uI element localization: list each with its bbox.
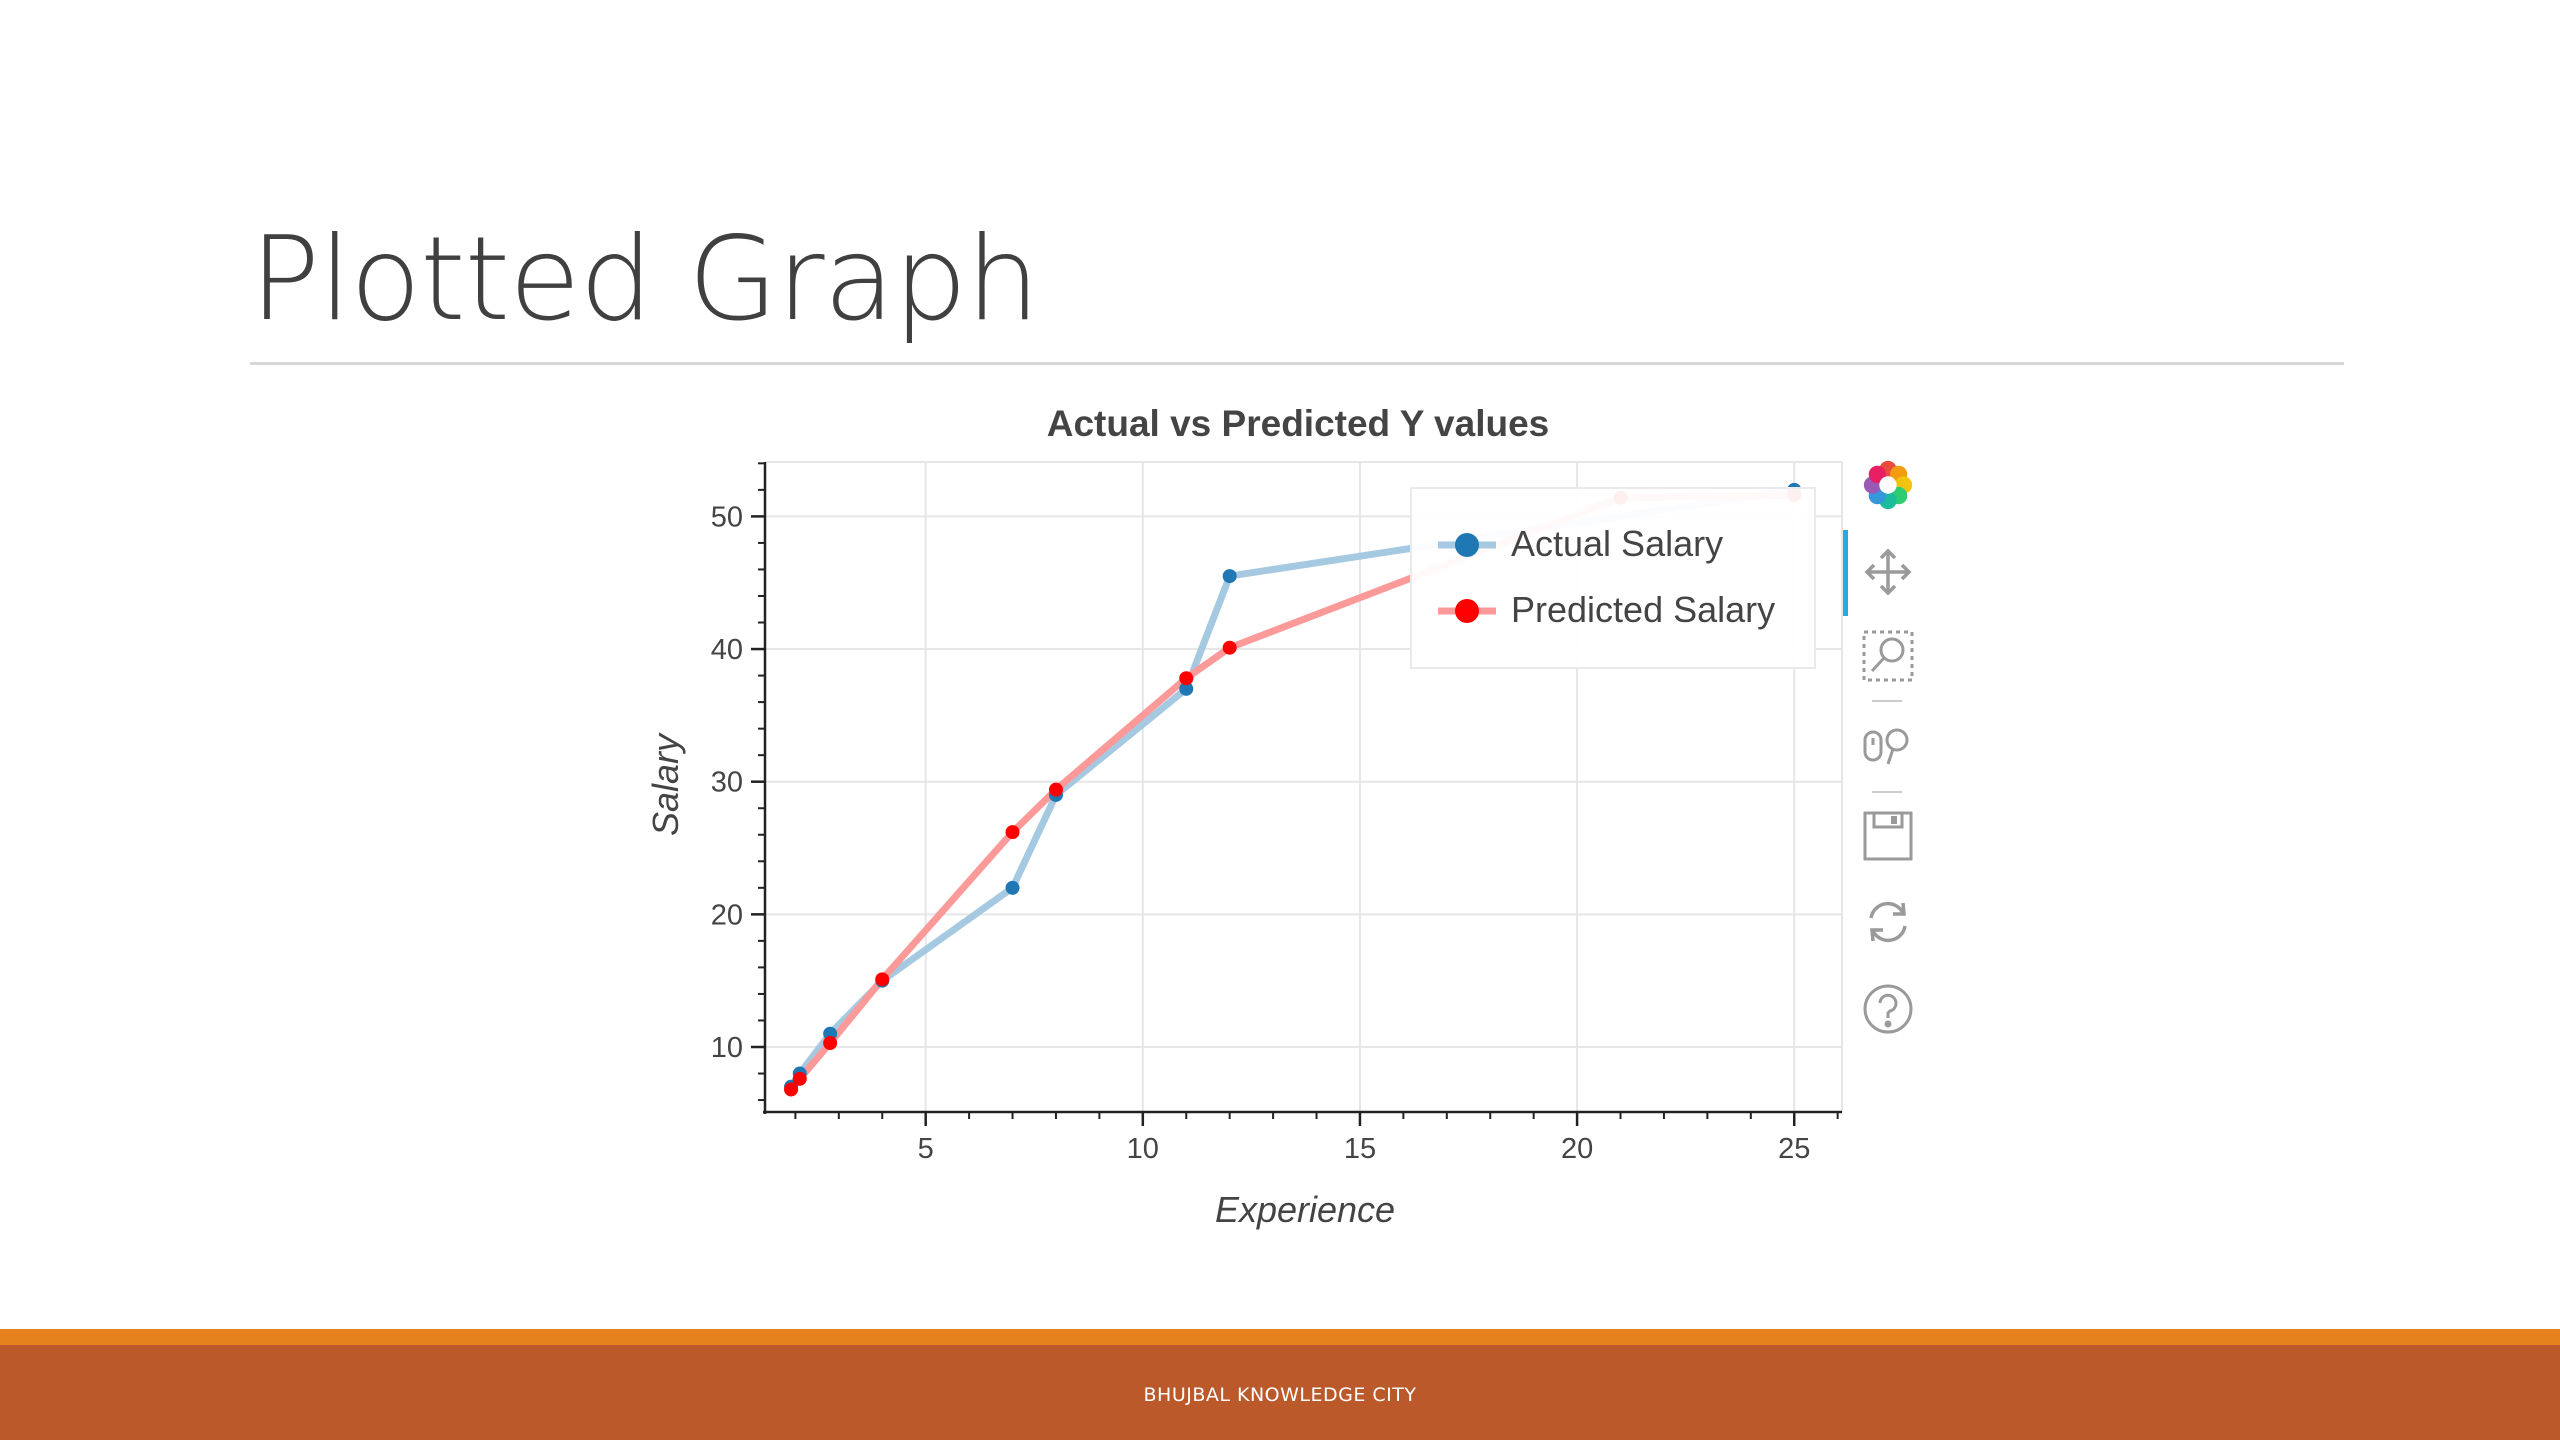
grid-lines: [765, 461, 1843, 1112]
footer-bar: [0, 1345, 2560, 1440]
predicted-salary-point: [792, 1071, 807, 1086]
x-axis-label: Experience: [1215, 1189, 1395, 1230]
slide-title: Plotted Graph: [250, 212, 1040, 347]
pan-icon[interactable]: [1860, 544, 1916, 600]
y-tick-label: 20: [711, 899, 743, 931]
y-tick-label: 10: [711, 1032, 743, 1064]
legend-marker-predicted: [1455, 599, 1479, 623]
bokeh-logo-icon[interactable]: [1860, 457, 1916, 513]
legend[interactable]: Actual Salary Predicted Salary: [1410, 487, 1816, 669]
help-icon[interactable]: [1860, 981, 1916, 1037]
predicted-salary-point: [1005, 825, 1020, 840]
box-zoom-icon[interactable]: [1860, 628, 1916, 684]
actual-salary-point: [1179, 681, 1194, 696]
predicted-salary-point: [1048, 782, 1063, 797]
predicted-salary-point: [1222, 640, 1237, 655]
footer-text: BHUJBAL KNOWLEDGE CITY: [1143, 1384, 1417, 1406]
x-tick-label: 25: [1778, 1133, 1810, 1165]
toolbar-separator: [1872, 791, 1902, 793]
predicted-salary-point: [1179, 671, 1194, 686]
save-icon[interactable]: [1860, 808, 1916, 864]
x-tick-label: 10: [1127, 1133, 1159, 1165]
title-divider: [250, 362, 2344, 365]
predicted-salary-point: [875, 972, 890, 987]
chart-title: Actual vs Predicted Y values: [1047, 403, 1550, 444]
y-tick-label: 50: [711, 501, 743, 533]
actual-salary-point: [1005, 880, 1020, 895]
predicted-salary-point: [823, 1036, 838, 1051]
footer-accent-bar: [0, 1329, 2560, 1345]
x-tick-label: 20: [1561, 1133, 1593, 1165]
legend-label-actual: Actual Salary: [1511, 523, 1723, 564]
reset-icon[interactable]: [1860, 894, 1916, 950]
x-tick-label: 5: [918, 1133, 934, 1165]
y-tick-label: 30: [711, 767, 743, 799]
legend-box: [1410, 487, 1816, 669]
y-axis-label: Salary: [645, 732, 686, 836]
axes: 5 10 15 20 25 10 20 30 40 50: [711, 462, 1842, 1165]
predicted-salary-point: [784, 1082, 799, 1097]
legend-label-predicted: Predicted Salary: [1511, 589, 1775, 630]
toolbar-separator: [1872, 700, 1902, 702]
wheel-zoom-icon[interactable]: [1860, 719, 1916, 775]
y-tick-label: 40: [711, 634, 743, 666]
actual-salary-point: [1222, 569, 1237, 584]
toolbar-active-indicator: [1843, 530, 1848, 616]
legend-marker-actual: [1455, 533, 1479, 557]
x-tick-label: 15: [1344, 1133, 1376, 1165]
